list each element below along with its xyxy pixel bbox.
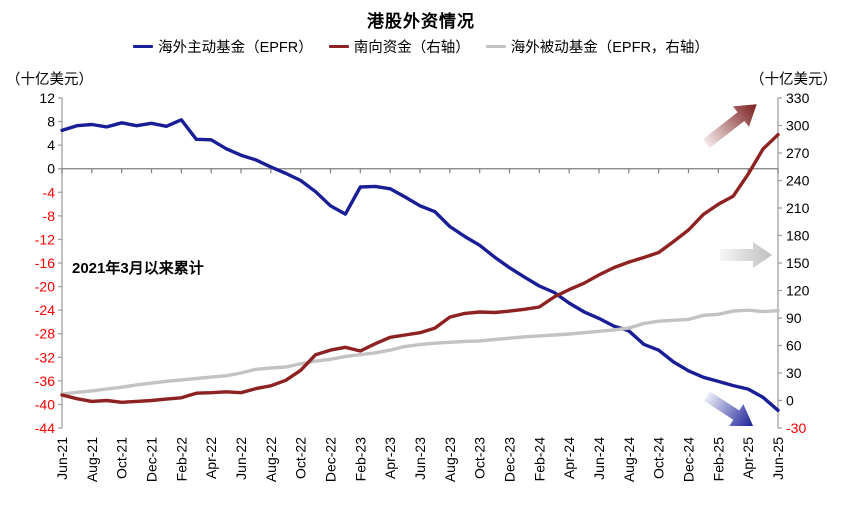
legend-label-active-foreign: 海外主动基金（EPFR）: [158, 40, 313, 56]
left-axis-tick-label: -40: [35, 396, 55, 412]
left-axis-tick-label: 4: [47, 137, 55, 153]
x-axis-tick-label: Jun-21: [54, 437, 70, 480]
left-axis-tick-label: -36: [35, 373, 55, 389]
x-axis-tick-label: Aug-23: [442, 437, 458, 482]
left-axis-tick-label: -24: [35, 302, 55, 318]
x-axis-tick-label: Feb-25: [710, 437, 726, 482]
x-axis-tick-label: Oct-23: [472, 437, 488, 479]
left-axis-tick-label: 8: [47, 114, 55, 130]
x-axis-tick-label: Aug-22: [263, 437, 279, 482]
right-axis-tick-label: 90: [786, 310, 802, 326]
x-axis-tick-label: Apr-25: [740, 437, 756, 479]
right-axis-tick-label: 60: [786, 338, 802, 354]
x-axis-tick-label: Feb-23: [352, 437, 368, 482]
right-axis-tick-label: 30: [786, 365, 802, 381]
x-axis-tick-label: Feb-22: [173, 437, 189, 482]
x-axis-tick-label: Dec-22: [323, 437, 339, 482]
left-axis-tick-label: -28: [35, 326, 55, 342]
right-axis-tick-label: 0: [786, 393, 794, 409]
right-axis-tick-label: 300: [786, 118, 810, 134]
x-axis-tick-label: Jun-22: [233, 437, 249, 480]
legend-line-marker-red-icon: [328, 44, 349, 49]
x-axis-tick-label: Aug-21: [84, 437, 100, 482]
x-axis-tick-label: Oct-22: [293, 437, 309, 479]
series-line-southbound: [60, 132, 780, 404]
x-axis-tick-label: Dec-24: [681, 437, 697, 482]
x-axis-tick-label: Feb-24: [531, 437, 547, 482]
right-axis-unit-label: （十亿美元）: [750, 72, 837, 88]
x-axis-tick-label: Apr-23: [382, 437, 398, 479]
x-axis-tick-label: Apr-22: [203, 437, 219, 479]
right-axis-tick-label: 330: [786, 90, 810, 106]
left-axis-tick-label: -16: [35, 255, 55, 271]
legend-line-marker-gray-icon: [485, 44, 506, 49]
x-axis-tick-label: Jun-23: [412, 437, 428, 480]
southbound-trend-up-arrow-icon: [702, 104, 757, 149]
legend-label-southbound: 南向资金（右轴）: [353, 40, 470, 56]
right-axis-tick-label: -30: [786, 420, 806, 436]
active-trend-down-arrow-icon: [703, 391, 754, 426]
x-axis-tick-label: Aug-24: [621, 437, 637, 482]
left-axis-tick-label: 0: [47, 161, 55, 177]
x-axis-tick-label: Jun-24: [591, 437, 607, 480]
series-line-passive_foreign: [60, 308, 780, 396]
left-axis-tick-label: -12: [35, 231, 55, 247]
right-axis-tick-label: 240: [786, 173, 810, 189]
left-axis-tick-label: 12: [39, 90, 55, 106]
passive-trend-flat-arrow-icon: [720, 242, 772, 268]
legend-item-passive-foreign: 海外被动基金（EPFR，右轴）: [485, 36, 709, 57]
x-axis-tick-label: Jun-25: [770, 437, 786, 480]
legend-label-passive-foreign: 海外被动基金（EPFR，右轴）: [510, 40, 709, 56]
left-axis-unit-label: （十亿美元）: [6, 72, 93, 88]
left-axis-tick-label: -32: [35, 349, 55, 365]
chart-legend: 海外主动基金（EPFR） 南向资金（右轴） 海外被动基金（EPFR，右轴）: [0, 36, 842, 57]
right-axis-tick-label: 120: [786, 283, 810, 299]
right-axis-tick-label: 270: [786, 145, 810, 161]
left-axis-tick-label: -8: [43, 208, 56, 224]
legend-item-southbound: 南向资金（右轴）: [328, 36, 470, 57]
series-line-active_foreign: [60, 118, 780, 412]
left-axis-tick-label: -44: [35, 420, 55, 436]
x-axis-tick-label: Oct-24: [651, 437, 667, 479]
left-axis-tick-label: -20: [35, 279, 55, 295]
x-axis-tick-label: Dec-21: [144, 437, 160, 482]
left-axis-tick-label: -4: [43, 184, 56, 200]
right-axis-tick-label: 150: [786, 255, 810, 271]
legend-item-active-foreign: 海外主动基金（EPFR）: [133, 36, 313, 57]
x-axis-tick-label: Apr-24: [561, 437, 577, 479]
x-axis-tick-label: Oct-21: [114, 437, 130, 479]
right-axis-tick-label: 180: [786, 228, 810, 244]
right-axis-tick-label: 210: [786, 200, 810, 216]
legend-line-marker-blue-icon: [133, 44, 154, 49]
chart-title: 港股外资情况: [367, 12, 475, 31]
chart-annotation: 2021年3月以来累计: [72, 260, 204, 277]
x-axis-tick-label: Dec-23: [502, 437, 518, 482]
